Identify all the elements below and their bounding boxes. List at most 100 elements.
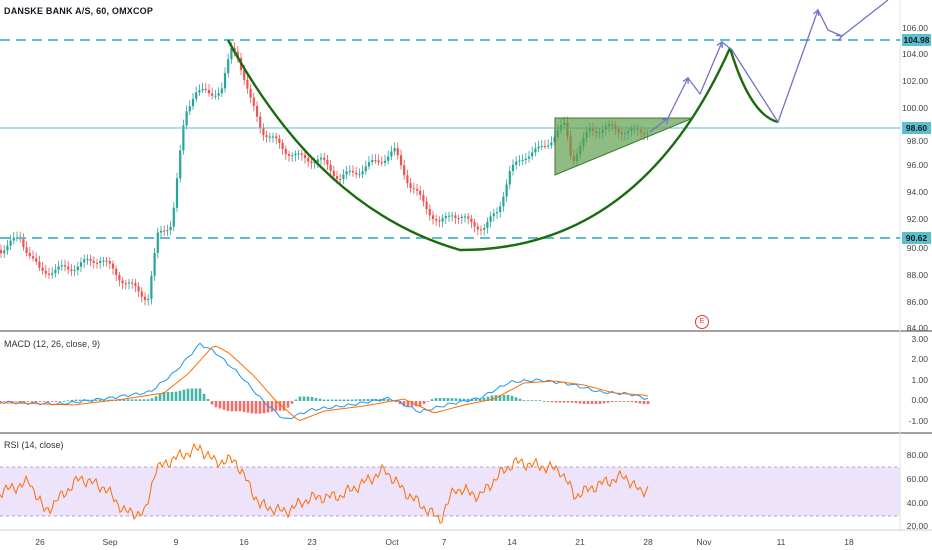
rsi-y-tick: 80.00	[906, 450, 928, 460]
candlestick-series	[0, 42, 649, 306]
macd-histogram-bar	[46, 401, 50, 402]
candle	[31, 256, 35, 259]
candle	[540, 146, 543, 147]
triangle-pattern[interactable]	[554, 117, 694, 176]
candle	[35, 258, 38, 262]
macd-histogram-bar	[342, 399, 346, 401]
signal-line	[0, 345, 649, 422]
macd-histogram-bar	[206, 399, 210, 401]
macd-histogram-bar	[558, 401, 562, 403]
macd-histogram-bar	[562, 401, 566, 403]
earnings-marker[interactable]: E	[695, 315, 709, 329]
macd-histogram-bar	[214, 401, 218, 408]
candle	[492, 213, 495, 217]
candle	[201, 88, 204, 91]
macd-histogram-bar	[22, 401, 26, 402]
macd-histogram-bar	[302, 396, 306, 401]
candle	[355, 172, 358, 175]
macd-histogram-bar	[582, 401, 586, 404]
macd-histogram-bar	[502, 395, 506, 401]
candle	[486, 221, 489, 228]
candle	[271, 136, 275, 138]
rsi-y-tick: 60.00	[906, 474, 928, 484]
arrowhead	[812, 8, 820, 16]
projection-path[interactable]	[649, 0, 889, 133]
macd-histogram-bar	[594, 401, 598, 404]
candle	[111, 263, 115, 269]
handle-curve[interactable]	[728, 47, 779, 124]
cup-curve[interactable]	[226, 39, 732, 252]
macd-y-tick: 3.00	[911, 334, 928, 344]
macd-histogram-bar	[142, 399, 146, 401]
macd-histogram-bar	[70, 399, 74, 401]
candle	[236, 51, 239, 59]
candle	[380, 162, 383, 164]
candle	[547, 145, 550, 147]
candle	[300, 153, 303, 155]
macd-histogram-bar	[642, 401, 646, 405]
candle	[294, 153, 297, 156]
candle	[204, 88, 207, 90]
macd-histogram-bar	[638, 401, 642, 404]
macd-histogram-bar	[394, 401, 398, 403]
candle	[0, 250, 3, 254]
candle	[467, 216, 470, 219]
macd-histogram-bar	[382, 399, 386, 401]
macd-histogram-bar	[250, 401, 254, 414]
macd-histogram-bar	[426, 401, 430, 402]
candle	[137, 286, 140, 292]
macd-histogram-bar	[398, 401, 402, 405]
candle	[108, 261, 111, 264]
candle	[377, 160, 380, 163]
macd-histogram-bar	[238, 401, 242, 412]
candle	[457, 218, 460, 219]
macd-histogram-bar	[474, 398, 478, 401]
candle	[521, 160, 524, 162]
candle	[6, 245, 9, 251]
arrowhead	[662, 117, 669, 124]
macd-histogram-bar	[98, 399, 102, 401]
candle	[476, 226, 479, 230]
candle	[387, 156, 390, 161]
macd-histogram-bar	[546, 401, 550, 402]
candle	[425, 201, 428, 209]
candle	[460, 216, 463, 219]
macd-histogram-bar	[350, 399, 354, 401]
candle	[217, 93, 220, 96]
macd-histogram-bar	[198, 388, 202, 401]
candle	[275, 136, 278, 139]
macd-histogram-bar	[166, 392, 170, 401]
candle	[307, 158, 310, 162]
candle	[220, 88, 223, 94]
candle	[243, 70, 246, 80]
y-tick: 94.00	[906, 187, 928, 197]
candle	[44, 271, 47, 274]
macd-histogram-bar	[618, 401, 622, 402]
macd-histogram-bar	[282, 401, 286, 411]
candle	[489, 216, 492, 222]
macd-histogram-bar	[566, 401, 570, 403]
macd-histogram-bar	[182, 389, 186, 401]
macd-histogram-bar	[234, 401, 238, 412]
candle	[527, 156, 531, 159]
candle	[444, 216, 447, 219]
candle	[473, 222, 476, 227]
candle	[406, 175, 409, 184]
candle	[143, 296, 147, 300]
y-tick: 88.00	[906, 270, 928, 280]
candle	[54, 269, 57, 274]
macd-histogram-bar	[106, 399, 110, 401]
macd-histogram-bar	[550, 401, 554, 403]
candle	[265, 135, 268, 137]
candle	[499, 206, 502, 213]
macd-histogram-bar	[130, 399, 134, 401]
candle	[319, 157, 323, 160]
rsi-pane-title: RSI (14, close)	[4, 440, 64, 450]
candle	[502, 196, 505, 207]
candle	[396, 148, 399, 156]
macd-histogram-bar	[294, 399, 298, 401]
candle	[451, 215, 454, 217]
macd-histogram-bar	[310, 396, 314, 401]
